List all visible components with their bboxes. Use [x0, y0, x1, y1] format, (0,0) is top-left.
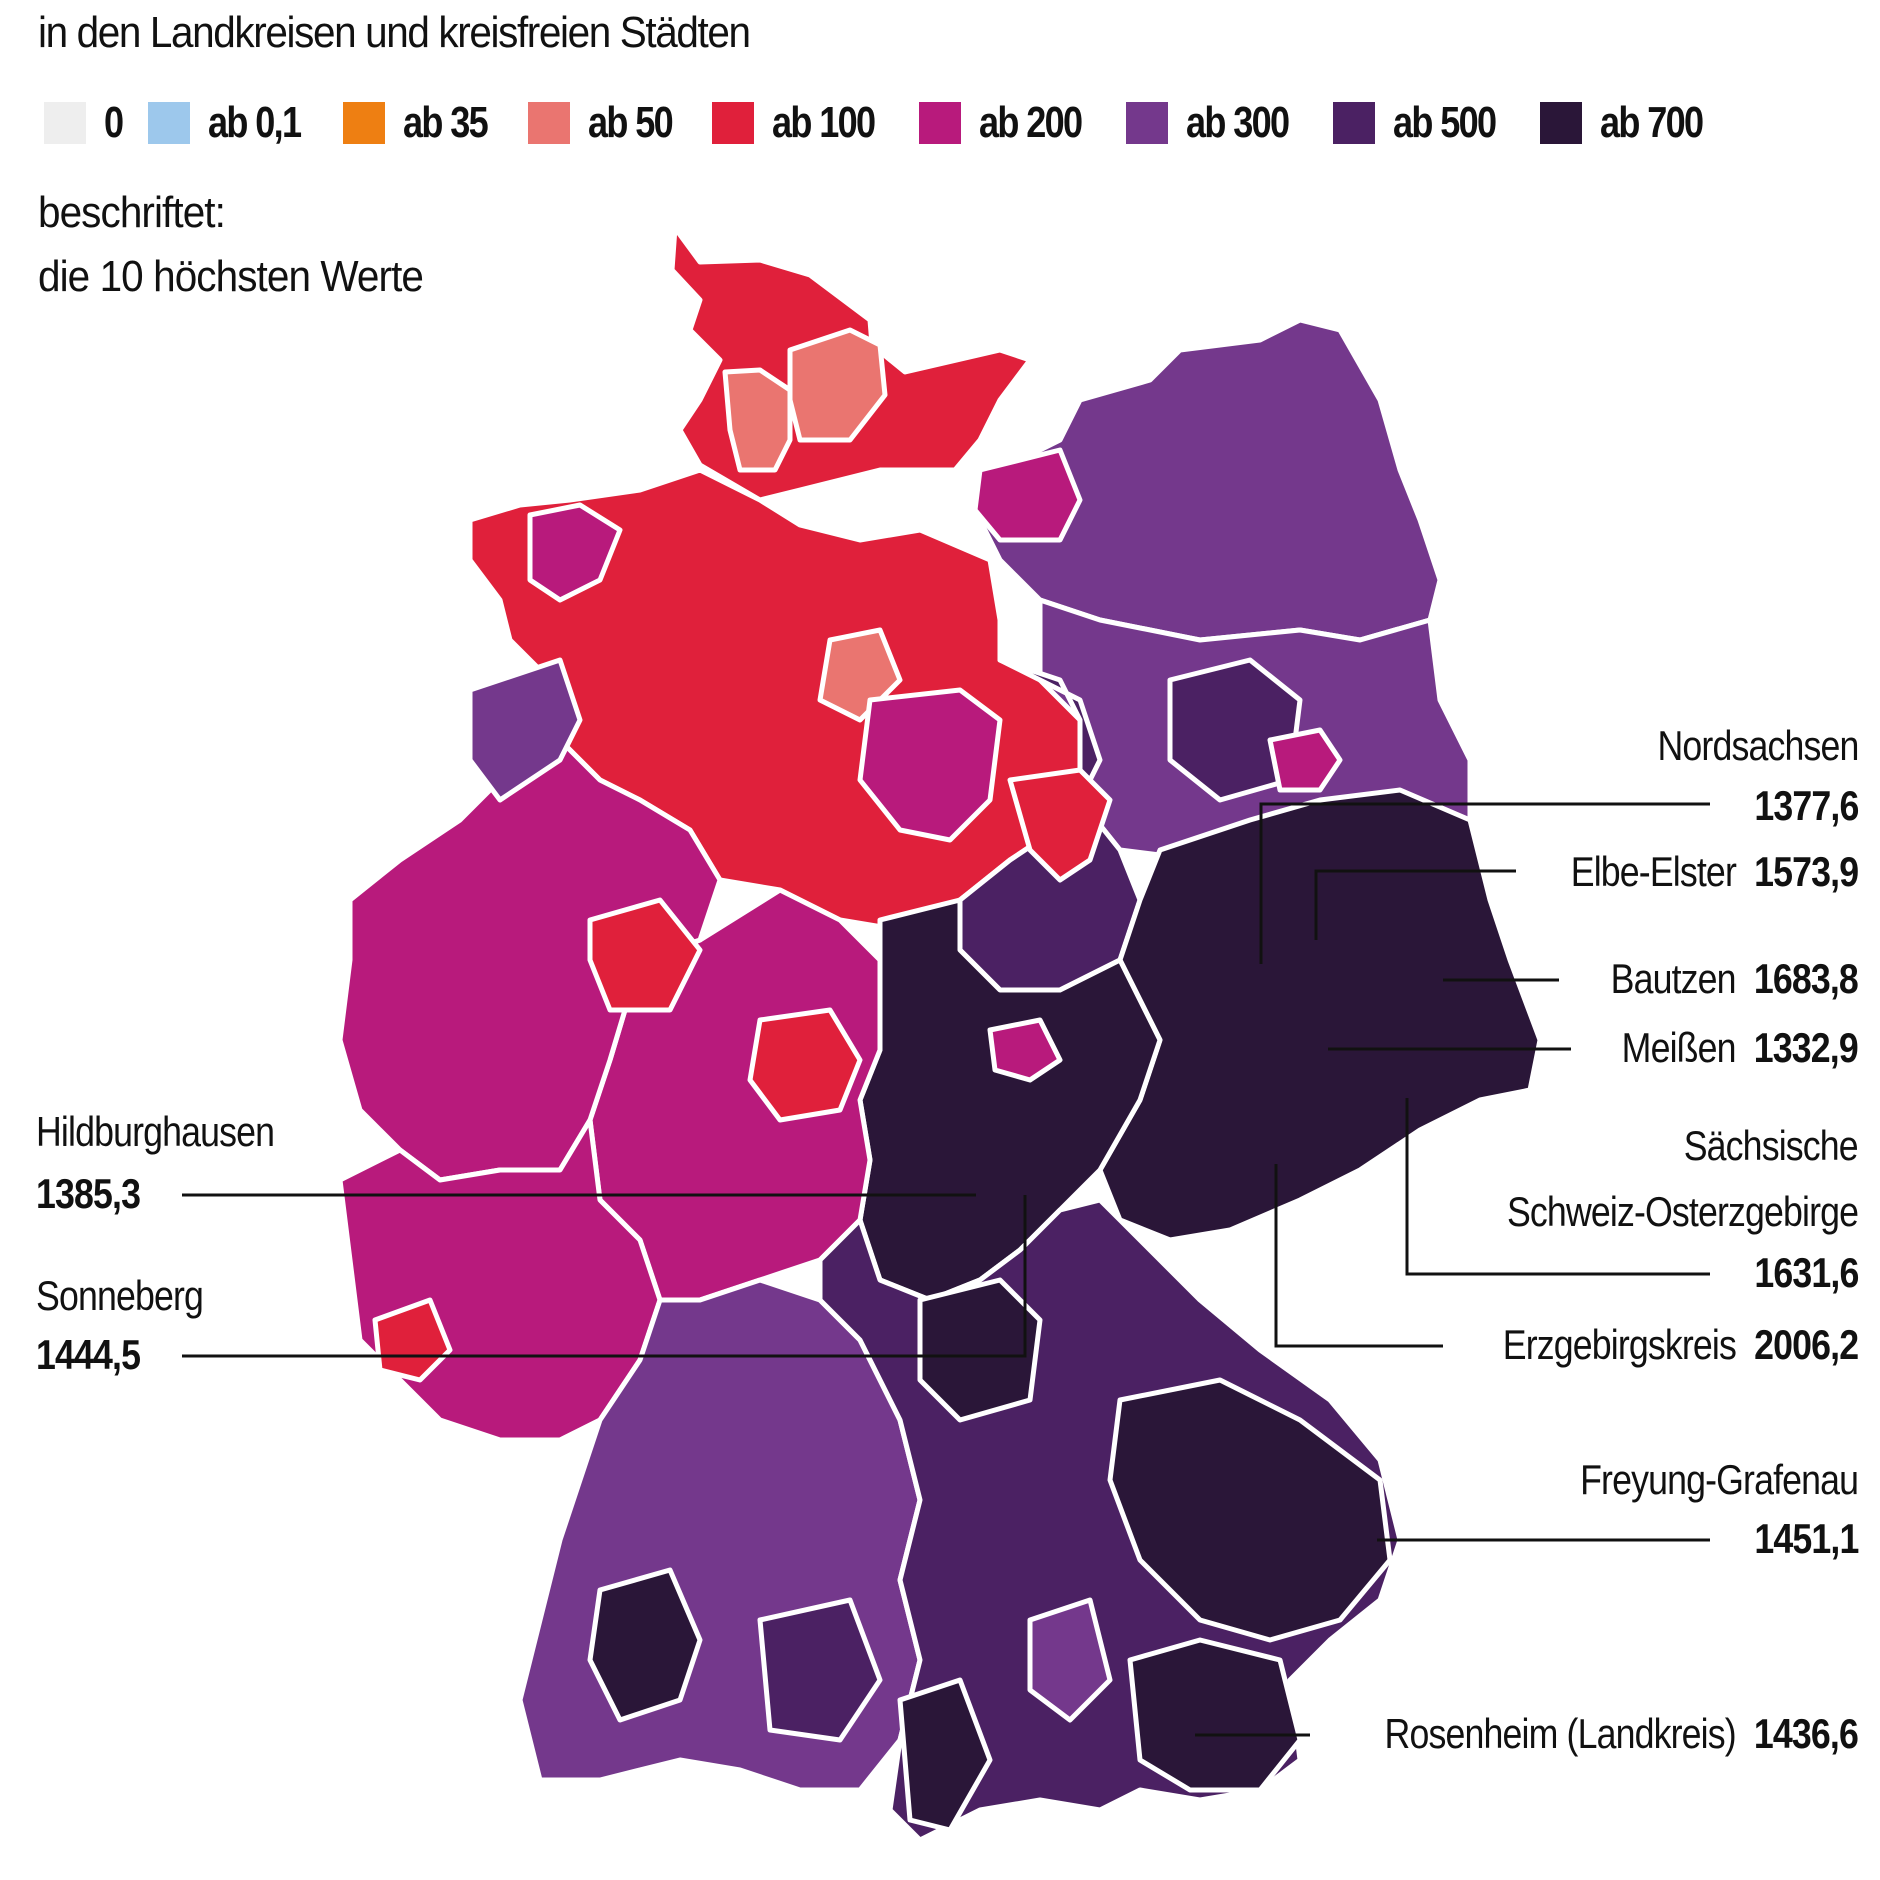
- legend-item-0: 0: [44, 98, 126, 148]
- legend-label: ab 35: [403, 98, 489, 147]
- leader-line-elbe-elster: [1314, 869, 1516, 940]
- callout-saechsische-schweiz-value: 1631,6: [1753, 1249, 1859, 1296]
- legend-item-500: ab 500: [1333, 98, 1518, 148]
- callout-nordsachsen-name: Nordsachsen: [1657, 722, 1859, 769]
- callout-sonneberg-name: Sonneberg: [36, 1272, 204, 1319]
- region-hessen-red: [747, 1007, 863, 1123]
- leader-line-sonneberg: [182, 1195, 1027, 1358]
- legend-item-300: ab 300: [1126, 98, 1311, 148]
- leader-line-nordsachsen: [1259, 802, 1710, 964]
- leader-lines: [182, 802, 1710, 1737]
- legend: 0 ab 0,1 ab 35 ab 50 ab 100 ab 200 ab 30…: [44, 98, 1747, 148]
- legend-item-700: ab 700: [1540, 98, 1725, 148]
- region-bw-dark: [587, 1567, 703, 1723]
- legend-label: ab 700: [1600, 98, 1704, 147]
- legend-label: ab 50: [587, 98, 674, 147]
- legend-item-200: ab 200: [919, 98, 1104, 148]
- callout-hildburghausen-name: Hildburghausen: [36, 1108, 275, 1155]
- callout-elbe-elster: Elbe-Elster 1573,9: [1570, 848, 1859, 895]
- legend-item-50: ab 50: [527, 98, 691, 148]
- region-altmark-red: [1007, 767, 1113, 883]
- callout-freyung-grafenau-value: 1451,1: [1753, 1515, 1859, 1562]
- callout-rosenheim: Rosenheim (Landkreis) 1436,6: [1384, 1710, 1859, 1757]
- callout-sonneberg-value: 1444,5: [36, 1331, 141, 1378]
- note-top-ten: die 10 höchsten Werte: [38, 252, 424, 301]
- region-rendsburg-salmon: [787, 327, 888, 443]
- legend-swatch: [712, 102, 755, 144]
- legend-label: ab 0,1: [208, 98, 302, 147]
- callout-saechsische-schweiz-line2: Schweiz-Osterzgebirge: [1506, 1188, 1859, 1235]
- callout-meissen: Meißen 1332,9: [1621, 1024, 1859, 1071]
- legend-label: 0: [104, 98, 124, 147]
- callout-bautzen: Bautzen 1683,8: [1610, 955, 1859, 1002]
- legend-swatch: [919, 102, 962, 144]
- region-niedersachsen-magenta-east: [857, 687, 1003, 843]
- note-labeled: beschriftet:: [38, 188, 226, 237]
- map-subtitle: in den Landkreisen und kreisfreien Städt…: [38, 8, 751, 57]
- leader-line-erzgebirgskreis: [1274, 1164, 1443, 1348]
- region-berlin: [1267, 727, 1343, 793]
- legend-swatch: [343, 102, 386, 144]
- legend-swatch: [527, 102, 570, 144]
- legend-label: ab 200: [979, 98, 1083, 147]
- region-ostfriesland-magenta: [527, 502, 623, 603]
- region-niederbayern-dark: [1107, 1377, 1393, 1643]
- region-allgaeu-dark: [897, 1677, 993, 1833]
- region-bw-dark-2: [757, 1597, 883, 1743]
- legend-swatch: [44, 102, 86, 144]
- legend-label: ab 100: [772, 98, 876, 147]
- legend-item-35: ab 35: [343, 98, 506, 148]
- callout-saechsische-schweiz-line1: Sächsische: [1683, 1122, 1859, 1169]
- legend-swatch: [1126, 102, 1169, 144]
- region-nordfriesland-salmon: [722, 367, 793, 473]
- legend-swatch: [1333, 102, 1376, 144]
- legend-swatch: [148, 102, 191, 144]
- legend-item-0-1: ab 0,1: [148, 98, 321, 148]
- leader-line-saechsische-schweiz: [1405, 1098, 1710, 1276]
- region-bayern-light: [1027, 1597, 1113, 1723]
- region-oberbayern-dark: [1127, 1637, 1303, 1793]
- region-nrw-red: [587, 897, 703, 1013]
- callout-hildburghausen-value: 1385,3: [36, 1170, 141, 1217]
- callout-erzgebirgskreis: Erzgebirgskreis 2006,2: [1502, 1321, 1858, 1368]
- legend-label: ab 300: [1186, 98, 1290, 147]
- region-oberfranken-dark: [917, 1277, 1043, 1423]
- legend-item-100: ab 100: [712, 98, 897, 148]
- legend-swatch: [1540, 102, 1583, 144]
- region-sachsen: [1097, 787, 1543, 1243]
- region-thueringen-magenta: [987, 1017, 1063, 1083]
- region-saarland-red: [372, 1297, 453, 1383]
- legend-label: ab 500: [1393, 98, 1497, 147]
- region-mv-magenta-west: [972, 447, 1083, 543]
- region-muensterland-purple: [467, 657, 583, 803]
- callout-freyung-grafenau-name: Freyung-Grafenau: [1579, 1456, 1859, 1503]
- callout-nordsachsen-value: 1377,6: [1753, 782, 1859, 829]
